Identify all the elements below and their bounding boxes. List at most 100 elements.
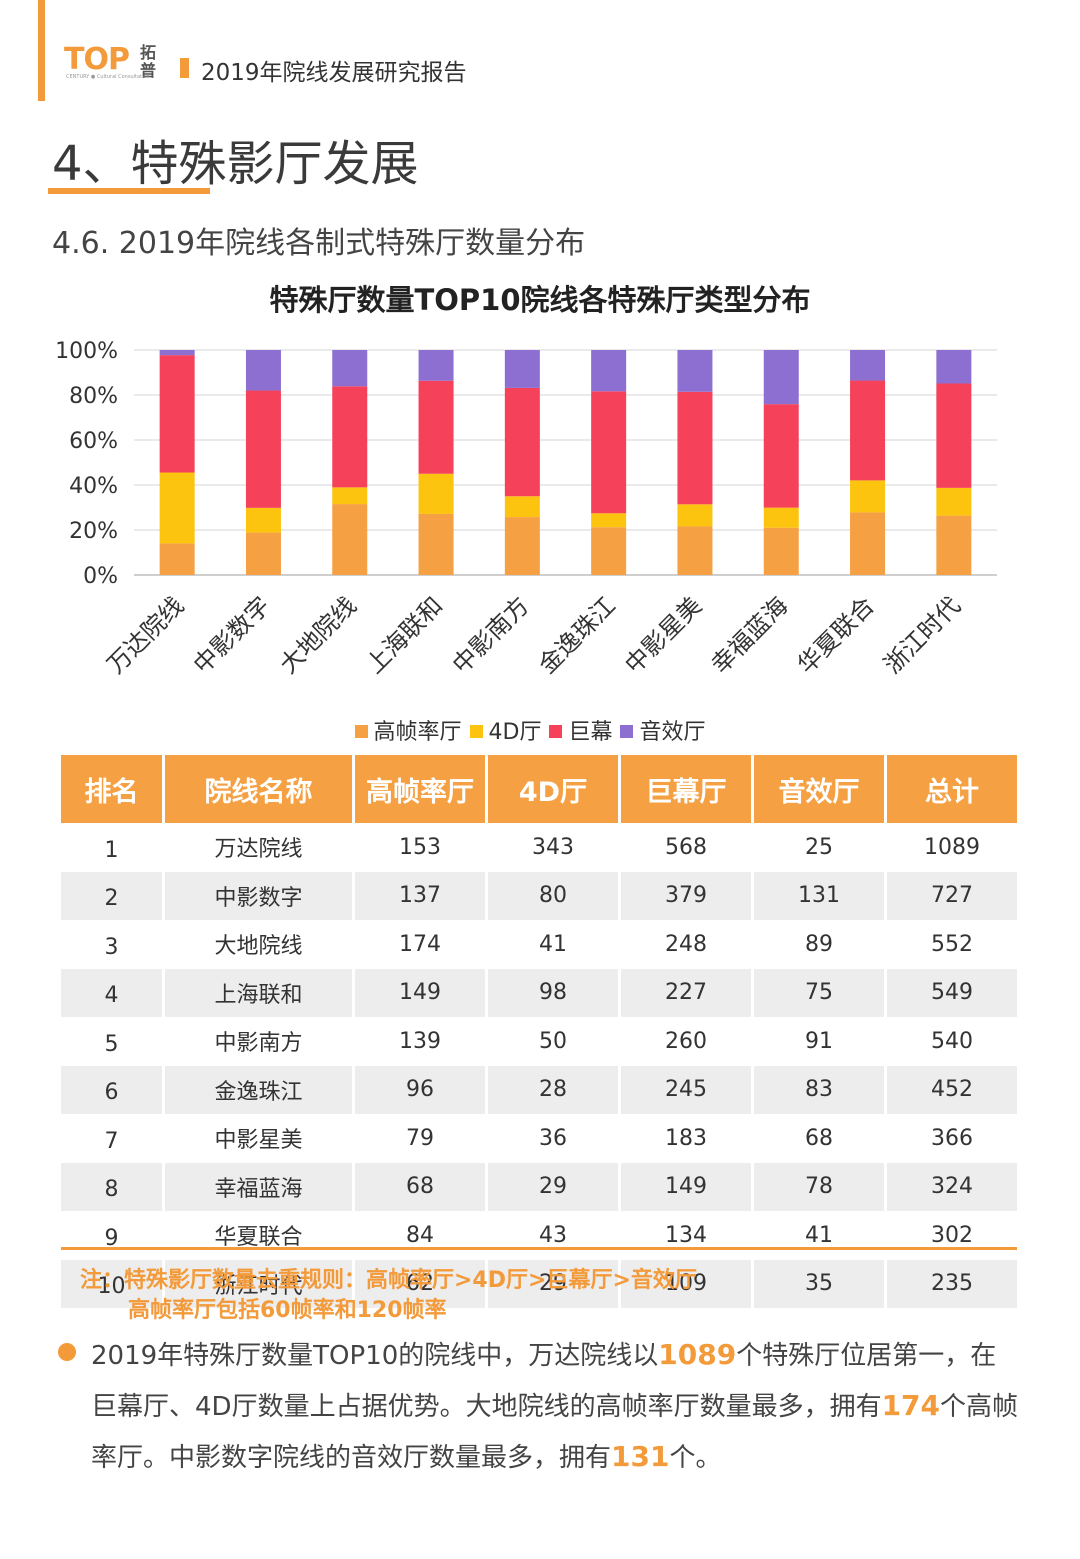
y-tick-label: 20%	[69, 519, 118, 544]
bar-segment	[418, 380, 454, 474]
y-tick-label: 0%	[83, 564, 118, 589]
table-bottom-rule	[61, 1247, 1017, 1250]
table-header-row: 排名 院线名称 高帧率厅 4D厅 巨幕厅 音效厅 总计	[61, 755, 1017, 823]
table-cell: 35	[751, 1259, 884, 1308]
bar-segment	[245, 390, 281, 508]
bar-segment	[677, 391, 713, 505]
bar-segment	[504, 496, 540, 518]
bar-segment	[591, 513, 627, 528]
table-cell: 华夏联合	[162, 1211, 352, 1260]
subsection-title: 4.6. 2019年院线各制式特殊厅数量分布	[52, 226, 586, 261]
summary-paragraph: 2019年特殊厅数量TOP10的院线中，万达院线以1089个特殊厅位居第一，在巨…	[91, 1330, 1021, 1483]
bar-segment	[677, 526, 713, 575]
bullet-dot	[58, 1343, 76, 1361]
table-cell: 68	[352, 1162, 485, 1211]
logo-small: CENTURY ● Cultural Consultation	[66, 74, 150, 80]
table-cell: 36	[485, 1114, 618, 1163]
bar-segment	[677, 504, 713, 527]
x-tick-label: 上海联和	[361, 591, 449, 679]
chart-title: 特殊厅数量TOP10院线各特殊厅类型分布	[269, 283, 811, 317]
table-row: 3 大地院线 174 41 248 89 552	[61, 920, 1017, 969]
note-line-1: 注：特殊影厅数量去重规则：高帧率厅>4D厅>巨幕厅>音效厅	[80, 1268, 697, 1293]
x-tick-label: 中影南方	[447, 591, 535, 679]
table-cell: 4	[61, 968, 162, 1017]
table-header: 高帧率厅	[352, 755, 485, 823]
table-row: 9 华夏联合 84 43 134 41 302	[61, 1211, 1017, 1260]
legend-label: 音效厅	[639, 720, 706, 745]
table-cell: 379	[618, 871, 751, 920]
table-cell: 245	[618, 1065, 751, 1114]
table-row: 8 幸福蓝海 68 29 149 78 324	[61, 1162, 1017, 1211]
table-cell: 28	[485, 1065, 618, 1114]
x-tick-label: 中影星美	[620, 591, 708, 679]
table-cell: 96	[352, 1065, 485, 1114]
note-line-2: 高帧率厅包括60帧率和120帧率	[128, 1298, 447, 1323]
table-cell: 343	[485, 823, 618, 872]
summary-highlight: 174	[881, 1389, 941, 1422]
x-tick-label: 浙江时代	[878, 591, 966, 679]
table-cell: 452	[884, 1065, 1017, 1114]
table-row: 6 金逸珠江 96 28 245 83 452	[61, 1065, 1017, 1114]
table-cell: 134	[618, 1211, 751, 1260]
table-cell: 浙江时代	[162, 1259, 352, 1308]
bar-segment	[936, 350, 972, 384]
table-cell: 137	[352, 871, 485, 920]
legend-label: 高帧率厅	[373, 720, 462, 745]
table-cell: 中影南方	[162, 1017, 352, 1066]
bar-segment	[763, 404, 799, 508]
section-title: 4、特殊影厅发展	[52, 136, 419, 192]
summary-text: 个。	[669, 1443, 722, 1473]
legend-label: 4D厅	[488, 720, 542, 745]
table-row: 7 中影星美 79 36 183 68 366	[61, 1114, 1017, 1163]
bar-segment	[332, 504, 368, 575]
bar-segment	[591, 350, 627, 392]
bar-segment	[591, 391, 627, 514]
table-cell: 153	[352, 823, 485, 872]
table-cell: 1	[104, 837, 119, 863]
table-cell: 549	[884, 968, 1017, 1017]
table-cell: 5	[104, 1031, 119, 1057]
table-cell: 98	[485, 968, 618, 1017]
table-cell: 中影数字	[162, 871, 352, 920]
table-cell: 7	[104, 1128, 119, 1154]
bar-segment	[936, 515, 972, 575]
bar-segment	[763, 350, 799, 405]
bar-segment	[332, 350, 368, 387]
x-tick-label: 幸福蓝海	[706, 591, 794, 679]
x-tick-label: 万达院线	[102, 591, 190, 679]
bar-segment	[159, 543, 195, 575]
table-cell: 139	[352, 1017, 485, 1066]
table-cell: 万达院线	[162, 823, 352, 872]
table-cell: 324	[884, 1162, 1017, 1211]
table-cell: 235	[884, 1259, 1017, 1308]
bar-segment	[504, 350, 540, 388]
table-cell: 62	[352, 1259, 485, 1308]
bar-segment	[850, 380, 886, 481]
table-cell: 84	[352, 1211, 485, 1260]
table-cell: 43	[485, 1211, 618, 1260]
table-cell: 1089	[884, 823, 1017, 872]
table-cell: 41	[485, 920, 618, 969]
table-cell: 149	[352, 968, 485, 1017]
table-cell: 29	[485, 1259, 618, 1308]
table-cell: 552	[884, 920, 1017, 969]
legend-swatch	[620, 725, 634, 738]
table-cell: 109	[618, 1259, 751, 1308]
table-cell: 上海联和	[162, 968, 352, 1017]
table-cell: 149	[618, 1162, 751, 1211]
table-row: 10 浙江时代 62 29 109 35 235	[61, 1259, 1017, 1308]
table-cell: 91	[751, 1017, 884, 1066]
table-cell: 79	[352, 1114, 485, 1163]
table-header: 院线名称	[162, 755, 352, 823]
bar-segment	[763, 527, 799, 575]
section-underline	[48, 188, 210, 194]
table-row: 1 万达院线 153 343 568 25 1089	[61, 823, 1017, 872]
bar-segment	[418, 350, 454, 381]
table-row: 4 上海联和 149 98 227 75 549	[61, 968, 1017, 1017]
legend-item: 音效厅	[620, 714, 706, 746]
table-cell: 183	[618, 1114, 751, 1163]
bar-segment	[936, 383, 972, 488]
table-cell: 78	[751, 1162, 884, 1211]
table-cell: 83	[751, 1065, 884, 1114]
chart-legend: 高帧率厅 4D厅 巨幕 音效厅	[0, 714, 1060, 746]
